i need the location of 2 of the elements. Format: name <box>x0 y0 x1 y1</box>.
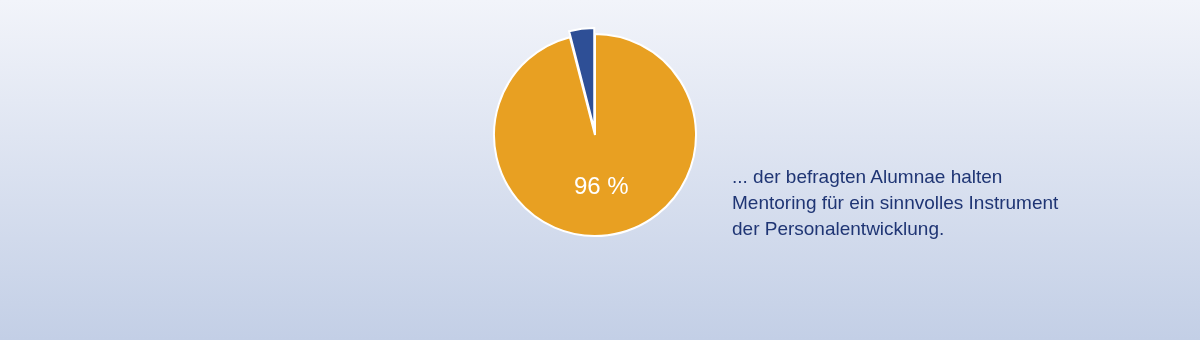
data-label: 96 % <box>573 172 629 200</box>
text: ... der befragten Alumnae halten Mentoring für ein sinnvolles Instrument der Personalentwicklung. <box>732 166 1060 239</box>
